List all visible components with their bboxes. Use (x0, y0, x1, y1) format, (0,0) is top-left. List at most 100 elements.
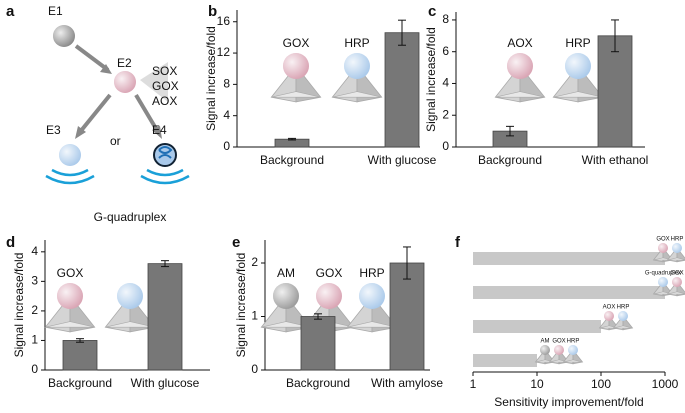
bar (473, 320, 601, 333)
y-tick-label: 2 (31, 303, 38, 317)
y-axis-label: Signal increase/fold (204, 26, 218, 131)
enzyme-label: AOX (152, 94, 177, 108)
sphere-shine (568, 345, 578, 355)
pyramid-face (332, 91, 382, 98)
y-tick-label: 8 (442, 12, 449, 26)
node-label: E3 (46, 123, 61, 137)
panel-letter: b (208, 3, 217, 20)
panel-letter: a (6, 3, 15, 20)
y-tick-label: 8 (223, 77, 230, 91)
x-axis-label: Sensitivity improvement/fold (494, 395, 643, 409)
bar (597, 35, 633, 148)
panel-letter: e (232, 234, 240, 251)
x-tick-label: Background (260, 153, 324, 167)
sphere-shine (53, 25, 75, 47)
enzyme-label: G-quadruplex (645, 271, 681, 277)
x-tick-label: 10 (530, 377, 544, 391)
y-tick-label: 3 (31, 274, 38, 288)
arrow (78, 93, 112, 134)
enzyme-label: AOX (507, 36, 532, 50)
y-tick-label: 1 (31, 333, 38, 347)
panel-letter: c (428, 3, 436, 20)
x-tick-label: With glucose (368, 153, 437, 167)
enzyme-label: AM (541, 339, 550, 345)
node-label: E1 (48, 4, 63, 18)
pyramid-face (261, 321, 311, 328)
y-tick-label: 4 (223, 108, 230, 122)
y-tick-label: 2 (251, 255, 258, 269)
sphere-shine (554, 345, 564, 355)
bar (473, 354, 537, 367)
y-tick-label: 12 (217, 45, 231, 59)
y-tick-label: 0 (31, 362, 38, 376)
enzyme-label: HRP (567, 339, 580, 345)
bar (473, 252, 665, 265)
signal-waves (45, 168, 190, 185)
sphere-shine (672, 277, 682, 287)
arrowhead (152, 126, 162, 139)
enzyme-label: GOX (152, 79, 179, 93)
y-tick-label: 16 (217, 14, 231, 28)
sphere-shine (604, 311, 614, 321)
pyramid-face (347, 321, 397, 328)
sphere-shine (672, 243, 682, 253)
arrow (74, 44, 110, 72)
pyramid-face (495, 91, 545, 98)
sphere-shine (316, 283, 342, 309)
sphere-shine (507, 53, 533, 79)
x-tick-label: Background (48, 376, 112, 390)
enzyme-label: HRP (565, 36, 590, 50)
node-label: E2 (117, 56, 132, 70)
pyramid-face (45, 321, 95, 328)
pyramid-face (667, 257, 685, 261)
sphere-shine (658, 277, 668, 287)
enzyme-label: GOX (670, 271, 683, 277)
enzyme-label: GOX (552, 339, 565, 345)
enzyme-label: GOX (57, 266, 84, 280)
enzyme-label: HRP (671, 237, 684, 243)
sphere-shine (273, 283, 299, 309)
diagram: a E1 E2 E3 E4 SOX GOX AOX or (6, 3, 190, 185)
sphere-shine (565, 53, 591, 79)
panel-letter: d (6, 234, 15, 251)
enzyme-label: GOX (656, 237, 669, 243)
bar (384, 32, 420, 148)
y-axis-label: Signal increase/fold (234, 253, 248, 358)
sphere-shine (359, 283, 385, 309)
y-tick-label: 2 (442, 107, 449, 121)
y-tick-label: 0 (442, 139, 449, 153)
y-axis-label: Signal increase/fold (12, 253, 26, 358)
x-tick-label: Background (478, 153, 542, 167)
pyramid-face (613, 325, 633, 329)
pyramid-face (667, 291, 685, 295)
enzyme-label: AM (277, 266, 295, 280)
enzyme-label: G-quadruplex (94, 210, 167, 224)
sphere-shine (283, 53, 309, 79)
enzyme-label: HRP (359, 266, 384, 280)
sphere-shine (540, 345, 550, 355)
enzyme-label: AOX (603, 305, 616, 311)
enzyme-label: GOX (283, 36, 310, 50)
enzyme-label: HRP (344, 36, 369, 50)
sphere-shine (658, 243, 668, 253)
enzyme-label: GOX (316, 266, 343, 280)
y-tick-label: 1 (251, 309, 258, 323)
y-tick-label: 0 (251, 362, 258, 376)
g-quadruplex (158, 146, 173, 159)
node-label: E4 (152, 123, 167, 137)
x-tick-label: With amylose (371, 376, 443, 390)
panel-letter: f (455, 234, 461, 251)
bar (473, 286, 665, 299)
arrow (134, 93, 160, 134)
bar (147, 263, 183, 371)
sphere-shine (114, 71, 136, 93)
arrowhead (75, 126, 86, 139)
sphere-shine (57, 283, 83, 309)
enzyme-label: SOX (152, 64, 177, 78)
x-tick-label: 1000 (652, 377, 679, 391)
y-tick-label: 0 (223, 139, 230, 153)
y-tick-label: 6 (442, 44, 449, 58)
x-tick-label: Background (286, 376, 350, 390)
pyramid-face (105, 321, 155, 328)
